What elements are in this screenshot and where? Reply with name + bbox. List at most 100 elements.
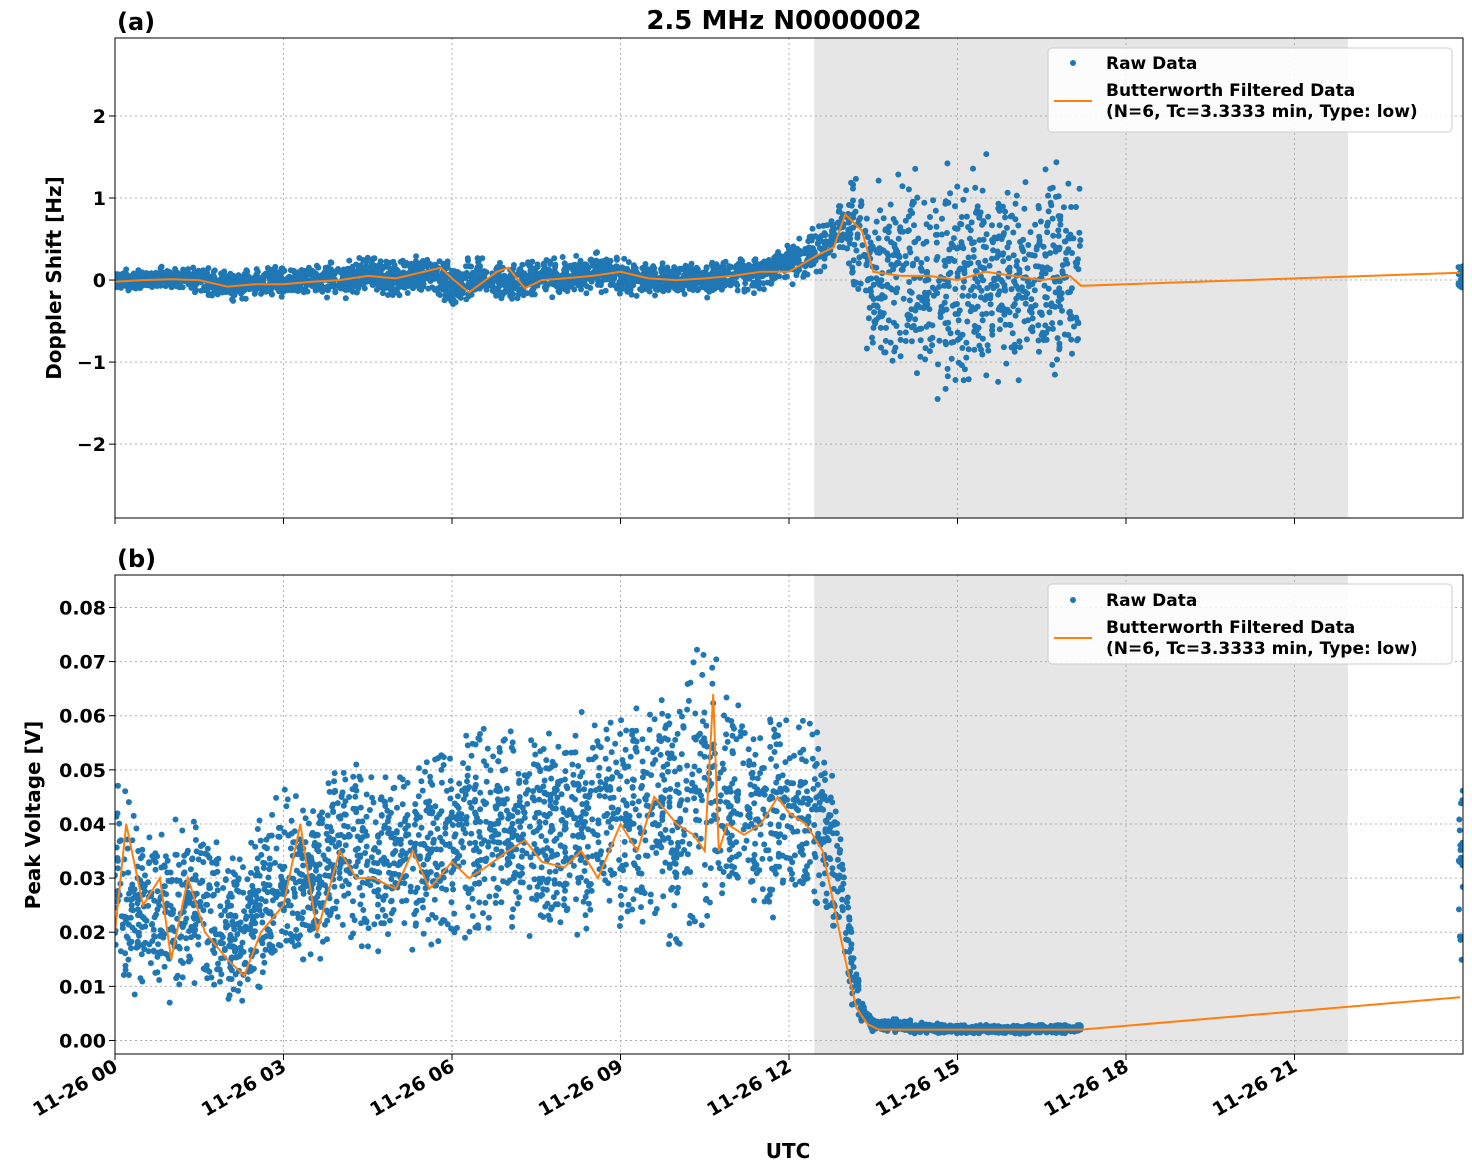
raw-data-point [560, 282, 567, 289]
raw-data-point [668, 272, 675, 279]
raw-data-point [244, 876, 251, 883]
raw-data-point [225, 868, 232, 874]
raw-data-point [200, 859, 207, 866]
raw-data-point [531, 876, 538, 883]
raw-data-point [1003, 224, 1010, 231]
raw-data-point [908, 338, 915, 345]
raw-data-point [829, 772, 836, 779]
raw-data-point [927, 224, 933, 231]
raw-data-point [529, 291, 535, 298]
raw-data-point [397, 283, 404, 290]
raw-data-point [265, 874, 272, 881]
raw-data-point [556, 289, 563, 296]
raw-data-point [675, 884, 681, 891]
raw-data-point [1064, 260, 1071, 267]
raw-data-point [767, 719, 774, 726]
raw-data-point [336, 281, 343, 288]
raw-data-point [830, 252, 837, 259]
raw-data-point [382, 774, 389, 781]
raw-data-point [128, 284, 135, 291]
raw-data-point [218, 278, 225, 285]
raw-data-point [1041, 282, 1048, 289]
raw-data-point [1057, 221, 1064, 228]
raw-data-point [416, 265, 423, 272]
raw-data-point [1000, 230, 1007, 237]
raw-data-point [704, 294, 711, 301]
raw-data-point [1043, 301, 1050, 308]
raw-data-point [952, 203, 958, 210]
raw-data-point [906, 288, 913, 295]
raw-data-point [605, 880, 612, 887]
raw-data-point [384, 264, 391, 270]
raw-data-point [1010, 252, 1017, 259]
raw-data-point [944, 160, 951, 167]
raw-data-point [296, 283, 303, 290]
raw-data-point [403, 259, 410, 266]
raw-data-point [757, 735, 764, 742]
raw-data-point [1011, 341, 1018, 348]
raw-data-point [957, 220, 964, 227]
raw-data-point [912, 165, 919, 172]
raw-data-point [842, 930, 849, 936]
raw-data-point [526, 823, 533, 830]
raw-data-point [869, 339, 876, 346]
raw-data-point [773, 779, 780, 786]
raw-data-point [997, 317, 1004, 323]
raw-data-point [950, 339, 957, 345]
raw-data-point [463, 732, 470, 739]
raw-data-point [277, 824, 284, 831]
raw-data-point [695, 286, 702, 292]
raw-data-point [173, 975, 180, 982]
raw-data-point [530, 788, 537, 795]
raw-data-point [789, 281, 796, 288]
raw-data-point [566, 872, 573, 879]
raw-data-point [965, 376, 972, 383]
raw-data-point [998, 236, 1005, 242]
raw-data-point [660, 288, 667, 295]
raw-data-point [749, 774, 756, 781]
raw-data-point [772, 262, 779, 269]
raw-data-point [583, 878, 590, 885]
raw-data-point [879, 283, 886, 290]
raw-data-point [231, 926, 238, 933]
raw-data-point [532, 751, 539, 758]
raw-data-point [209, 859, 216, 866]
raw-data-point [1042, 270, 1049, 277]
raw-data-point [938, 231, 945, 238]
raw-data-point [897, 336, 904, 343]
raw-data-point [358, 920, 365, 927]
raw-data-point [116, 838, 123, 845]
raw-data-point [782, 253, 789, 260]
raw-data-point [570, 771, 577, 778]
raw-data-point [1054, 335, 1061, 342]
raw-data-point [858, 201, 865, 208]
raw-data-point [671, 755, 678, 762]
raw-data-point [548, 775, 555, 782]
raw-data-point [621, 852, 628, 859]
raw-data-point [1028, 304, 1035, 311]
raw-data-point [564, 285, 571, 292]
raw-data-point [578, 709, 585, 715]
raw-data-point [760, 286, 767, 293]
raw-data-point [983, 231, 990, 238]
raw-data-point [979, 221, 985, 228]
raw-data-point [535, 273, 542, 280]
raw-data-point [658, 697, 665, 704]
raw-data-point [684, 851, 691, 858]
raw-data-point [1035, 337, 1042, 344]
raw-data-point [463, 296, 470, 303]
raw-data-point [611, 266, 618, 273]
raw-data-point [300, 909, 307, 916]
raw-data-point [299, 855, 306, 862]
raw-data-point [1000, 258, 1007, 265]
raw-data-point [680, 266, 687, 273]
raw-data-point [163, 280, 170, 287]
raw-data-point [821, 263, 828, 270]
raw-data-point [905, 186, 912, 193]
raw-data-point [612, 740, 619, 747]
raw-data-point [476, 899, 483, 906]
raw-data-point [905, 213, 912, 220]
raw-data-point [751, 800, 758, 807]
raw-data-point [350, 826, 357, 833]
raw-data-point [513, 888, 520, 895]
